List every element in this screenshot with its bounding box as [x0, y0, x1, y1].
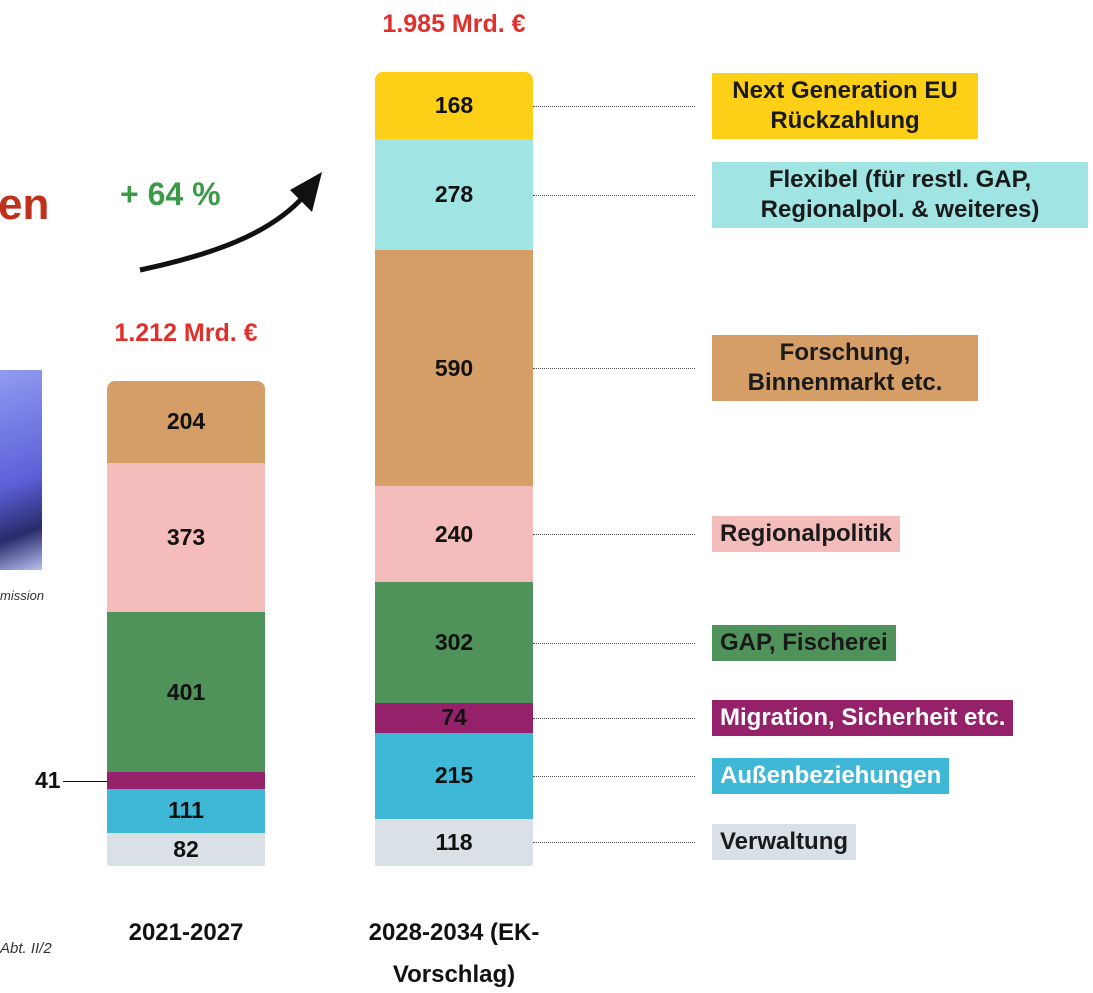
legend-label: Verwaltung	[712, 824, 856, 860]
x-tick-label: 2021-2027	[87, 912, 285, 954]
leader-line	[533, 842, 695, 843]
legend-label: GAP, Fischerei	[712, 625, 896, 661]
leader-line	[63, 781, 107, 782]
bar-segment	[107, 772, 265, 788]
value-label: 401	[167, 679, 205, 706]
value-label: 118	[435, 829, 472, 856]
bar-segment: 215	[375, 733, 533, 819]
slide: en mission Abt. II/2 + 64 % 821114013732…	[0, 0, 1093, 993]
legend-label: Regionalpolitik	[712, 516, 900, 552]
value-label: 590	[435, 355, 473, 382]
bar-segment: 302	[375, 582, 533, 703]
legend-label: Außenbeziehungen	[712, 758, 949, 794]
leader-line	[533, 106, 695, 107]
value-label: 240	[435, 521, 473, 548]
value-label: 302	[435, 629, 473, 656]
legend-label: Next Generation EU Rückzahlung	[712, 73, 978, 139]
leader-line	[533, 195, 695, 196]
leader-line	[533, 776, 695, 777]
total-label: 1.212 Mrd. €	[67, 319, 305, 348]
value-label: 41	[35, 767, 61, 794]
value-label: 82	[173, 836, 199, 863]
bar-segment: 204	[107, 381, 265, 463]
bar-segment: 401	[107, 612, 265, 772]
legend-label: Migration, Sicherheit etc.	[712, 700, 1013, 736]
bar-segment: 111	[107, 789, 265, 833]
bar-segment: 240	[375, 486, 533, 582]
bar-segment: 278	[375, 139, 533, 250]
bar-segment: 373	[107, 463, 265, 612]
bar-segment: 74	[375, 703, 533, 733]
x-tick-label: 2028-2034 (EK-Vorschlag)	[355, 912, 553, 993]
bar-segment: 590	[375, 250, 533, 486]
legend-label: Flexibel (für restl. GAP, Regionalpol. &…	[712, 162, 1088, 228]
arrow	[140, 195, 305, 270]
total-label: 1.985 Mrd. €	[335, 10, 573, 39]
leader-line	[533, 368, 695, 369]
value-label: 215	[435, 762, 473, 789]
bar-segment: 118	[375, 819, 533, 866]
value-label: 111	[168, 797, 204, 824]
value-label: 278	[435, 181, 473, 208]
leader-line	[533, 534, 695, 535]
bar-segment: 168	[375, 72, 533, 139]
leader-line	[533, 718, 695, 719]
value-label: 373	[167, 524, 205, 551]
bar: 82 111 401 373 204	[107, 381, 265, 866]
value-label: 168	[435, 92, 473, 119]
bar-segment: 82	[107, 833, 265, 866]
legend-label: Forschung, Binnenmarkt etc.	[712, 335, 978, 401]
value-label: 74	[441, 704, 467, 731]
value-label: 204	[167, 408, 205, 435]
leader-line	[533, 643, 695, 644]
bar: 118 215 74 302 240 590 278 168	[375, 72, 533, 866]
